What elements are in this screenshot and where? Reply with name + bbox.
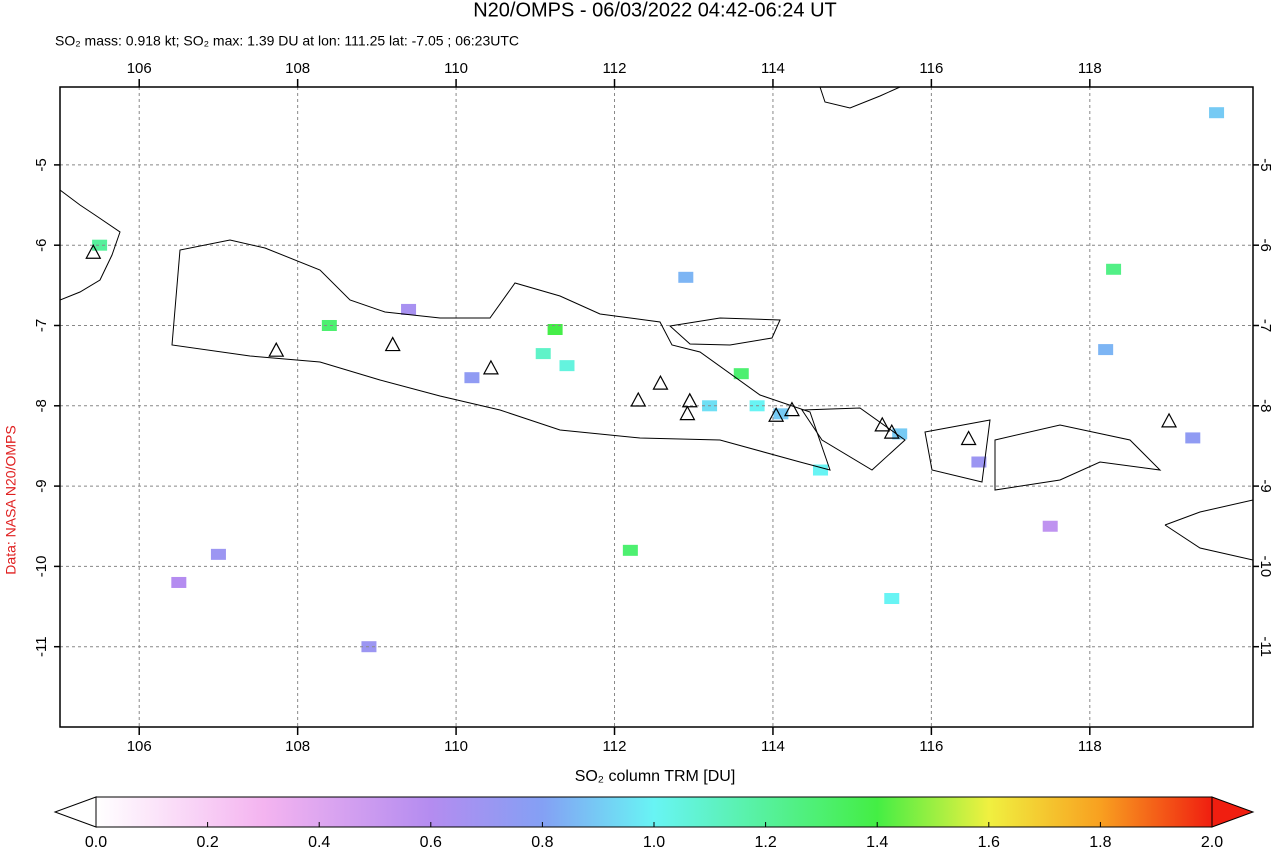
volcano [679, 405, 696, 421]
y-tick-label: -5 [1257, 158, 1272, 171]
colorbar-tick-label: 1.0 [643, 834, 665, 851]
so2-pixel [1209, 107, 1225, 119]
source-label: Data: NASA N20/OMPS [3, 425, 19, 574]
y-tick-label: -9 [1257, 479, 1272, 492]
so2-pixel [1185, 432, 1201, 444]
x-tick-label: 114 [761, 738, 785, 755]
coast-sumbawa [994, 424, 1162, 491]
coastlines [60, 87, 1253, 561]
x-tick-label: 118 [1078, 738, 1102, 755]
y-tick-label: -6 [1257, 239, 1272, 252]
coast-borneo [819, 87, 901, 109]
map-background [60, 87, 1253, 727]
so2-pixel [464, 372, 480, 384]
colorbar-tick-label: 0.2 [196, 834, 218, 851]
volcano-layer [85, 243, 1178, 446]
y-tick-label: -11 [33, 636, 50, 657]
x-tick-label: 112 [603, 60, 627, 77]
colorbar-tick-label: 0.8 [531, 834, 553, 851]
so2-pixel [321, 319, 337, 331]
volcano [85, 243, 102, 259]
y-tick-label: -10 [33, 556, 50, 578]
colorbar-under [53, 796, 97, 828]
so2-pixel [733, 368, 749, 380]
colorbar-tick-label: 0.0 [85, 834, 107, 851]
x-tick-label: 106 [127, 738, 152, 755]
so2-pixel [884, 593, 900, 605]
x-tick-label: 116 [919, 60, 943, 77]
volcano [1161, 412, 1178, 428]
colorbar-tick-label: 1.8 [1089, 834, 1111, 851]
so2-pixel [812, 464, 828, 476]
x-tick-label: 108 [285, 60, 310, 77]
y-tick-label: -8 [33, 399, 50, 412]
x-tick-label: 110 [444, 60, 468, 77]
y-tick-label: -8 [1257, 399, 1272, 412]
x-tick-label: 114 [761, 60, 785, 77]
x-tick-label: 112 [603, 738, 627, 755]
so2-pixel [171, 576, 187, 588]
y-tick-label: -11 [1257, 636, 1272, 657]
coast-bali [801, 407, 906, 471]
so2-pixel [210, 548, 226, 560]
colorbar-tick-label: 0.4 [308, 834, 330, 851]
so2-pixel [1106, 263, 1122, 275]
colorbar-over [1211, 796, 1255, 828]
so2-pixel [547, 324, 563, 336]
subtitle: SO₂ mass: 0.918 kt; SO₂ max: 1.39 DU at … [55, 33, 519, 49]
so2-pixel [773, 408, 789, 420]
x-tick-label: 108 [285, 738, 310, 755]
so2-pixel [92, 239, 108, 251]
coast-java [171, 239, 831, 471]
so2-pixel [535, 348, 551, 360]
coast-lombok [924, 419, 991, 483]
colorbar: 0.0 0.2 0.4 0.6 0.8 1.0 1.2 1.4 1.6 1.8 2.0 [53, 796, 1255, 851]
chart-title: N20/OMPS - 06/03/2022 04:42-06:24 UT [473, 0, 837, 21]
map-frame [59, 86, 1254, 728]
coast-sumatra [60, 189, 121, 301]
so2-pixel [622, 544, 638, 556]
volcano [960, 430, 977, 446]
volcano [783, 401, 800, 417]
x-tick-label: 118 [1078, 60, 1102, 77]
volcano [384, 336, 401, 352]
volcano [630, 391, 647, 407]
so2-pixel [1098, 344, 1114, 356]
coast-madura [668, 317, 781, 346]
colorbar-tick-label: 1.6 [978, 834, 1000, 851]
y-tick-label: -6 [33, 239, 50, 252]
so2-pixel [1042, 520, 1058, 532]
coast-sumba-flores [1164, 499, 1253, 561]
colorbar-tick-label: 2.0 [1201, 834, 1223, 851]
volcano [768, 406, 785, 422]
colorbar-label: SO₂ column TRM [DU] [575, 768, 736, 785]
volcano [268, 341, 285, 357]
volcano [681, 392, 698, 408]
volcano [652, 374, 669, 390]
y-tick-label: -9 [33, 479, 50, 492]
grid-layer [60, 87, 1253, 727]
colorbar-tick-label: 1.2 [754, 834, 776, 851]
y-tick-label: -7 [33, 319, 50, 332]
volcano [874, 416, 891, 432]
volcano [482, 359, 499, 375]
axes: 106 106 108 108 110 110 112 112 114 114 116 116 118 1… [33, 60, 1272, 755]
colorbar-tick-label: 0.6 [420, 834, 442, 851]
so2-pixel [678, 271, 694, 283]
colorbar-tick-label: 1.4 [866, 834, 888, 851]
so2-pixel [892, 428, 908, 440]
so2-pixel [971, 456, 987, 468]
y-tick-label: -7 [1257, 319, 1272, 332]
volcano [883, 423, 900, 439]
x-tick-label: 116 [919, 738, 943, 755]
y-tick-label: -10 [1257, 556, 1272, 578]
x-tick-label: 106 [127, 60, 152, 77]
map-area [60, 87, 1253, 727]
y-tick-label: -5 [33, 158, 50, 171]
x-tick-label: 110 [444, 738, 468, 755]
so2-pixel [559, 360, 575, 372]
so2-pixel [401, 303, 417, 315]
